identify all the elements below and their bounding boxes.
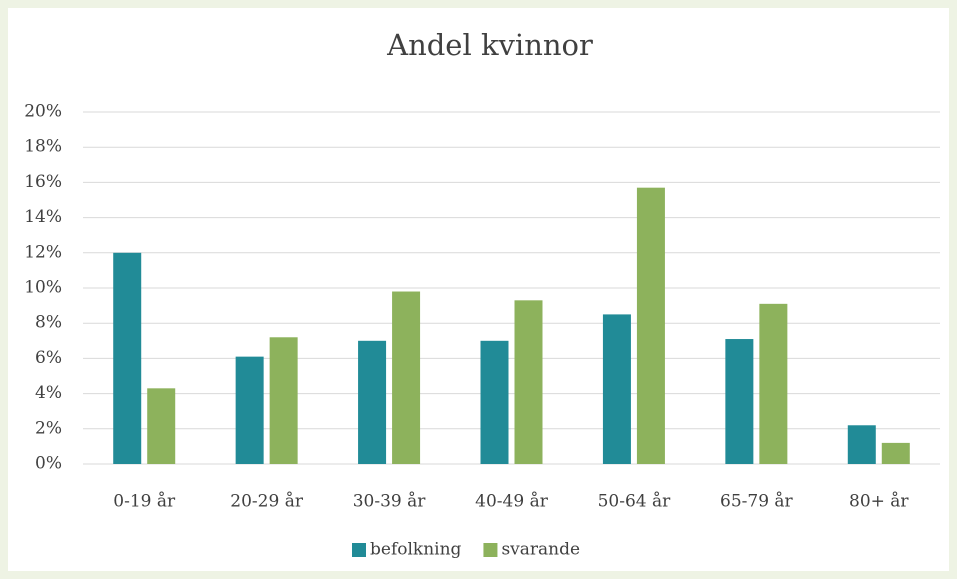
x-tick-label: 40-49 år [475, 492, 549, 512]
y-tick-label: 14% [24, 207, 62, 227]
bar [269, 337, 298, 464]
x-tick-label: 0-19 år [113, 492, 176, 512]
bar [147, 388, 176, 464]
y-tick-label: 10% [24, 278, 62, 298]
legend-swatch [352, 543, 366, 557]
y-tick-label: 0% [35, 454, 62, 474]
x-tick-label: 80+ år [849, 492, 909, 512]
x-tick-label: 30-39 år [353, 492, 427, 512]
bar [113, 252, 142, 464]
bar [725, 339, 754, 464]
bar [847, 425, 876, 464]
legend-label: befolkning [370, 540, 462, 560]
bar [881, 442, 910, 464]
y-tick-label: 4% [35, 383, 62, 403]
y-tick-label: 12% [24, 242, 62, 262]
bar [358, 340, 387, 464]
bar [392, 291, 421, 464]
x-tick-label: 20-29 år [230, 492, 304, 512]
y-tick-label: 18% [24, 137, 62, 157]
legend-swatch [483, 543, 498, 557]
bar [759, 303, 788, 464]
x-tick-label: 65-79 år [720, 492, 794, 512]
bar [636, 187, 665, 464]
y-tick-label: 8% [35, 313, 62, 333]
legend-label: svarande [501, 540, 580, 560]
bar [602, 314, 631, 464]
bar [235, 356, 264, 464]
x-tick-label: 50-64 år [598, 492, 672, 512]
y-tick-label: 16% [24, 172, 62, 192]
chart-title: Andel kvinnor [386, 28, 593, 62]
y-tick-label: 6% [35, 348, 62, 368]
y-tick-label: 2% [35, 418, 62, 438]
y-tick-label: 20% [24, 102, 62, 122]
bar [514, 300, 543, 464]
bar [480, 340, 509, 464]
chart-area [8, 8, 949, 571]
